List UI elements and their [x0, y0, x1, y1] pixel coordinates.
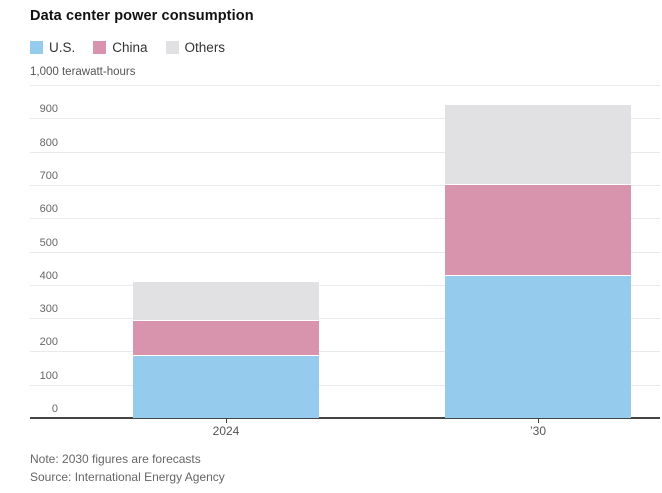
bar-segment-2024-us: [133, 356, 319, 418]
x-axis-label-1: ’30: [529, 424, 546, 438]
china-swatch-icon: [93, 41, 107, 54]
y-tick-label-100: 100: [39, 370, 58, 382]
gridline-400: [30, 285, 660, 286]
y-tick-label-0: 0: [51, 403, 58, 415]
legend-label-us: U.S.: [49, 40, 76, 55]
y-tick-label-300: 300: [39, 303, 58, 315]
legend-label-china: China: [112, 40, 148, 55]
y-tick-label-400: 400: [39, 270, 58, 282]
legend-label-others: Others: [184, 40, 226, 55]
bar-segment-2024-others: [133, 282, 319, 322]
gridline-900: [30, 118, 660, 119]
x-axis-line: [30, 417, 660, 419]
legend-item-us: U.S.: [30, 40, 75, 55]
y-tick-label-900: 900: [39, 103, 58, 115]
gridline-500: [30, 252, 660, 253]
legend: U.S. China Others: [30, 40, 243, 55]
x-tick-1: [538, 419, 539, 423]
gridline-600: [30, 218, 660, 219]
y-axis-unit-label: 1,000 terawatt-hours: [30, 66, 136, 78]
gridline-200: [30, 351, 660, 352]
gridline-1000: [30, 85, 660, 86]
us-swatch-icon: [30, 41, 43, 54]
gridline-700: [30, 185, 660, 186]
chart-title: Data center power consumption: [30, 8, 254, 24]
y-tick-label-200: 200: [39, 336, 58, 348]
source-line: Source: International Energy Agency: [30, 470, 225, 484]
y-tick-label-600: 600: [39, 203, 58, 215]
others-swatch-icon: [165, 41, 179, 54]
legend-item-china: China: [93, 40, 148, 55]
bar-segment-30-others: [445, 104, 631, 185]
footnote: Note: 2030 figures are forecasts: [30, 452, 201, 466]
x-axis-label-0: 2024: [212, 424, 240, 438]
gridline-100: [30, 385, 660, 386]
y-tick-label-500: 500: [39, 237, 58, 249]
bar-segment-30-us: [445, 276, 631, 418]
gridline-800: [30, 152, 660, 153]
y-tick-label-700: 700: [39, 170, 58, 182]
legend-item-others: Others: [165, 40, 226, 55]
bar-segment-2024-china: [133, 321, 319, 357]
bar-segment-30-china: [445, 184, 631, 277]
y-tick-label-800: 800: [39, 137, 58, 149]
gridline-300: [30, 318, 660, 319]
x-tick-0: [226, 419, 227, 423]
